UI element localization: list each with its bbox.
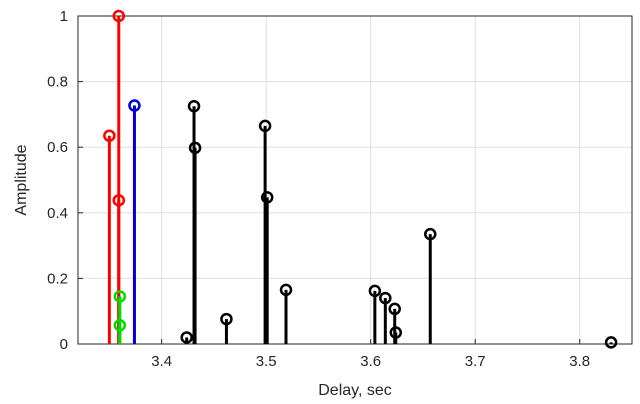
- stem-marker: [188, 141, 202, 155]
- x-tick-label: 3.5: [256, 353, 277, 370]
- y-tick-label: 0.2: [47, 270, 68, 287]
- stem-marker: [424, 227, 437, 241]
- y-axis-label: Amplitude: [13, 144, 30, 215]
- stem-marker: [260, 191, 274, 204]
- stem-marker: [112, 9, 126, 23]
- stem-marker: [389, 326, 403, 339]
- y-tick-label: 0: [60, 336, 68, 353]
- stem-series: [103, 9, 618, 349]
- stem-marker: [604, 336, 618, 349]
- stem-marker: [220, 312, 233, 326]
- stem-marker: [388, 302, 401, 316]
- stem-marker: [187, 99, 201, 113]
- stem-series-group: [180, 99, 618, 349]
- stem-marker: [368, 284, 382, 298]
- y-tick-label: 0.8: [47, 74, 68, 91]
- x-axis-label: Delay, sec: [318, 382, 392, 399]
- x-tick-label: 3.8: [569, 353, 590, 370]
- stem-marker: [113, 319, 127, 332]
- stem-marker: [180, 331, 193, 344]
- y-tick-label: 0.4: [47, 205, 68, 222]
- stem-marker: [112, 194, 126, 207]
- plot-area: [77, 15, 633, 345]
- stem-series-group: [113, 290, 127, 344]
- x-tick-label: 3.6: [360, 353, 381, 370]
- grid-lines: [78, 15, 632, 345]
- stem-marker: [279, 283, 293, 297]
- y-tick-label: 0.6: [47, 139, 68, 156]
- x-tick-label: 3.4: [151, 353, 172, 370]
- stem-marker: [128, 99, 141, 112]
- stem-marker: [379, 291, 392, 305]
- axis-ticks: 3.4 3.5 3.6 3.7 3.8 0 0.2 0.4 0.6 0.8 1: [47, 8, 590, 370]
- stem-marker: [258, 119, 272, 133]
- y-tick-label: 1: [60, 8, 68, 25]
- stem-series-group: [128, 99, 141, 344]
- stem-marker: [103, 129, 116, 142]
- stem-marker: [113, 290, 127, 303]
- x-tick-label: 3.7: [465, 353, 486, 370]
